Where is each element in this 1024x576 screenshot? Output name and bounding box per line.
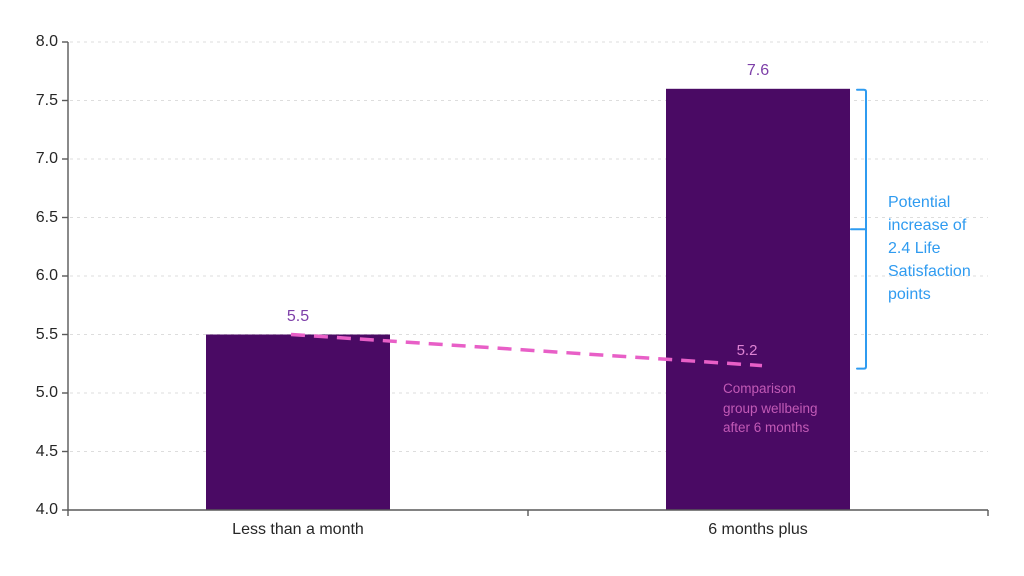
- x-category-label: 6 months plus: [708, 521, 808, 538]
- y-tick-label: 4.0: [35, 501, 58, 518]
- bar-value-label: 7.6: [746, 61, 770, 79]
- y-tick-label: 6.5: [35, 208, 58, 226]
- bar-6-months-plus: [666, 88, 850, 511]
- y-tick-label: 8.0: [35, 33, 58, 50]
- y-tick-label: 7.0: [35, 150, 58, 167]
- bar-less-than-a-month: [206, 334, 390, 510]
- increase-annotation: Potential increase of 2.4 Life Satisfact…: [888, 194, 971, 303]
- y-tick-label: 6.0: [35, 267, 58, 284]
- comparison-note: Comparison group wellbeing after 6 month…: [723, 381, 818, 435]
- y-tick-label: 5.5: [35, 325, 58, 343]
- comparison-value-label: 5.2: [736, 341, 758, 359]
- bar-value-label: 5.5: [286, 307, 310, 325]
- increase-bracket: [850, 88, 867, 370]
- y-tick-label: 7.5: [35, 91, 58, 109]
- x-category-label: Less than a month: [232, 521, 364, 538]
- y-tick-label: 5.0: [35, 384, 58, 401]
- comparison-dashed-line: [290, 332, 763, 368]
- y-tick-label: 4.5: [35, 442, 58, 460]
